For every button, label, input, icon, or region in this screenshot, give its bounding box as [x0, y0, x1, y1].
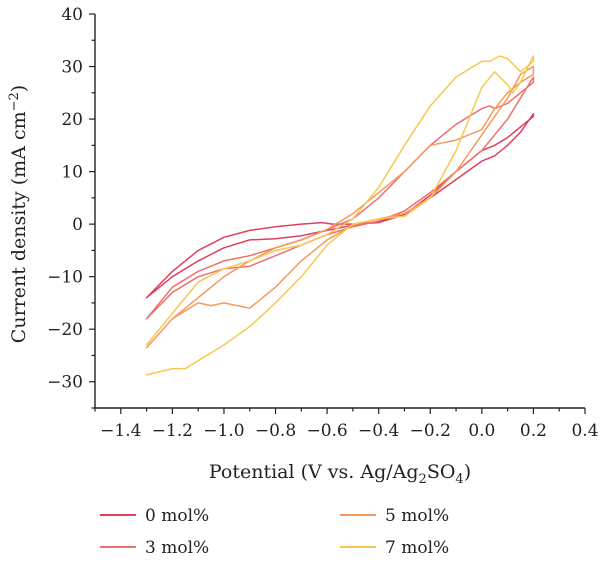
x-axis-title-end: ): [464, 461, 471, 483]
y-tick-label: 20: [61, 110, 83, 130]
x-tick-label: −1.2: [152, 421, 193, 441]
y-tick-label: 40: [61, 5, 83, 25]
x-tick-label: −0.8: [255, 421, 296, 441]
legend-label: 7 mol%: [385, 538, 449, 558]
y-axis-title-main: Current density (mA cm: [8, 111, 30, 343]
series-line-1: [145, 113, 535, 299]
x-axis-title-mid: SO: [427, 461, 456, 483]
series-line-4: [145, 55, 535, 376]
x-tick-label: −1.0: [203, 421, 244, 441]
x-tick-label: 0.0: [468, 421, 495, 441]
x-tick-label: 0.4: [571, 421, 598, 441]
x-axis-title-main: Potential (V vs. Ag/Ag: [209, 461, 419, 483]
legend-label: 0 mol%: [145, 506, 209, 526]
y-tick-label: 30: [61, 58, 83, 78]
y-tick-label: 10: [61, 163, 83, 183]
y-tick-label: −10: [47, 268, 83, 288]
series-line-2: [145, 76, 535, 320]
y-axis-title-end: ): [8, 85, 30, 92]
series-layer: [145, 55, 535, 376]
x-tick-label: −0.4: [358, 421, 399, 441]
legend-label: 5 mol%: [385, 506, 449, 526]
x-tick-label: −0.2: [410, 421, 451, 441]
series-line-3: [145, 65, 535, 349]
y-tick-label: −30: [47, 373, 83, 393]
y-axis-ticks: −30 −20 −10 0 10 20 30 40: [47, 5, 95, 409]
x-tick-label: −0.6: [306, 421, 347, 441]
legend-label: 3 mol%: [145, 538, 209, 558]
x-axis-title-sub2: 4: [455, 472, 463, 487]
y-tick-label: −20: [47, 320, 83, 340]
x-tick-label: 0.2: [520, 421, 547, 441]
x-axis-ticks: −1.4 −1.2 −1.0 −0.8 −0.6 −0.4 −0.2 0.0 0.2 0.4: [94, 408, 599, 441]
y-axis-title: Current density (mA cm−2): [7, 85, 30, 343]
plot-frame: [94, 14, 585, 409]
y-tick-label: 0: [72, 215, 83, 235]
y-axis-title-sup: −2: [7, 92, 22, 111]
legend: 0 mol% 3 mol% 5 mol% 7 mol%: [100, 506, 449, 558]
x-axis-title: Potential (V vs. Ag/Ag2SO4): [209, 461, 471, 487]
x-axis-title-sub1: 2: [419, 472, 427, 487]
x-tick-label: −1.4: [100, 421, 141, 441]
